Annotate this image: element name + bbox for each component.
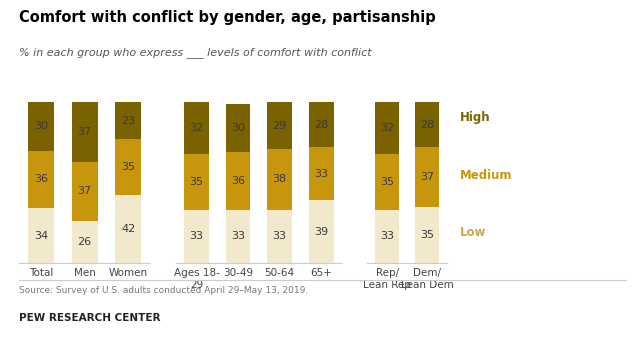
Bar: [267, 210, 292, 263]
Text: 37: 37: [420, 172, 435, 182]
Bar: [226, 210, 250, 263]
Bar: [184, 154, 209, 210]
Bar: [226, 104, 250, 152]
Text: 33: 33: [190, 232, 203, 241]
Bar: [28, 102, 54, 151]
Text: Medium: Medium: [460, 169, 512, 182]
Text: Low: Low: [460, 226, 486, 239]
Text: 33: 33: [380, 232, 394, 241]
Bar: [375, 154, 399, 210]
Text: 39: 39: [314, 226, 328, 237]
Bar: [184, 102, 209, 154]
Bar: [267, 149, 292, 210]
Text: 34: 34: [34, 231, 48, 241]
Bar: [72, 162, 98, 221]
Text: 36: 36: [34, 175, 48, 184]
Bar: [72, 102, 98, 162]
Text: PEW RESEARCH CENTER: PEW RESEARCH CENTER: [19, 313, 160, 324]
Text: 33: 33: [314, 169, 328, 179]
Bar: [415, 102, 439, 147]
Text: 26: 26: [77, 237, 92, 247]
Bar: [267, 102, 292, 149]
Text: 42: 42: [121, 224, 135, 234]
Bar: [309, 147, 334, 200]
Text: 29: 29: [272, 121, 287, 131]
Bar: [415, 207, 439, 263]
Text: 33: 33: [273, 232, 286, 241]
Text: 36: 36: [231, 176, 245, 186]
Text: 30: 30: [34, 121, 48, 131]
Bar: [415, 147, 439, 207]
Text: 35: 35: [190, 177, 203, 187]
Text: % in each group who express ___ levels of comfort with conflict: % in each group who express ___ levels o…: [19, 47, 372, 58]
Bar: [72, 221, 98, 263]
Bar: [375, 210, 399, 263]
Text: 37: 37: [77, 186, 92, 196]
Text: 32: 32: [189, 123, 204, 133]
Bar: [184, 210, 209, 263]
Text: Source: Survey of U.S. adults conducted April 29–May 13, 2019.: Source: Survey of U.S. adults conducted …: [19, 286, 309, 296]
Text: 35: 35: [121, 162, 135, 173]
Text: 33: 33: [231, 232, 245, 241]
Bar: [28, 208, 54, 263]
Text: 32: 32: [380, 123, 394, 133]
Text: 35: 35: [380, 177, 394, 187]
Bar: [115, 102, 141, 139]
Text: 35: 35: [420, 230, 435, 240]
Text: 28: 28: [420, 120, 435, 130]
Bar: [115, 195, 141, 263]
Text: 23: 23: [121, 116, 135, 126]
Bar: [309, 200, 334, 263]
Bar: [226, 152, 250, 210]
Text: 30: 30: [231, 123, 245, 133]
Text: 38: 38: [272, 175, 287, 184]
Bar: [375, 102, 399, 154]
Text: Comfort with conflict by gender, age, partisanship: Comfort with conflict by gender, age, pa…: [19, 10, 436, 25]
Text: High: High: [460, 112, 491, 124]
Bar: [309, 102, 334, 147]
Text: 28: 28: [314, 120, 328, 130]
Bar: [28, 151, 54, 208]
Text: 37: 37: [77, 127, 92, 137]
Bar: [115, 139, 141, 195]
